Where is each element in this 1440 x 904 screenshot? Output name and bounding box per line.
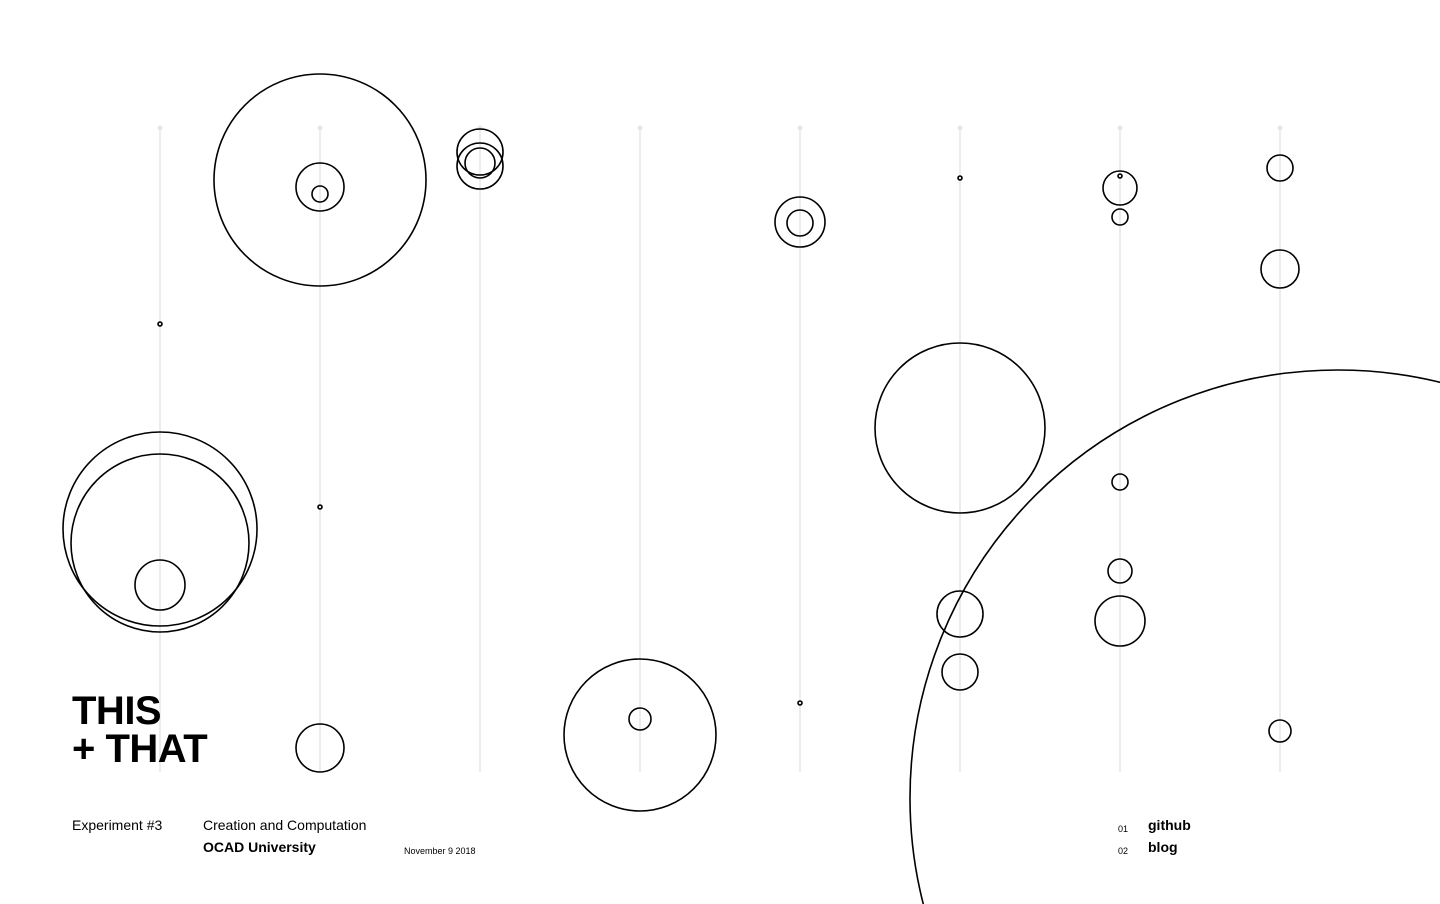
- outline-circle: [62, 431, 258, 627]
- outline-circle: [295, 162, 345, 212]
- github-link[interactable]: github: [1148, 817, 1191, 833]
- outline-circle: [295, 723, 345, 773]
- course-label: Creation and Computation: [203, 817, 367, 833]
- outline-circle: [941, 653, 979, 691]
- link-number-github: 01: [1118, 824, 1129, 834]
- title-line-2: + THAT: [72, 727, 208, 771]
- outline-circle: [957, 175, 963, 181]
- outline-circle: [456, 142, 504, 190]
- page-title: THIS + THAT: [72, 689, 208, 771]
- outline-circle: [1111, 208, 1129, 226]
- track-dot: [797, 125, 803, 131]
- date-label: November 9 2018: [404, 846, 476, 856]
- track-dot: [1277, 125, 1283, 131]
- outline-circle: [936, 590, 984, 638]
- track-dot: [1117, 125, 1123, 131]
- outline-circle: [909, 369, 1440, 904]
- outline-circle: [311, 185, 329, 203]
- title-line-1: THIS: [72, 689, 162, 733]
- school-label: OCAD University: [203, 839, 316, 855]
- experiment-label: Experiment #3: [72, 817, 163, 833]
- track-dot: [957, 125, 963, 131]
- link-number-blog: 02: [1118, 846, 1129, 856]
- blog-link[interactable]: blog: [1148, 839, 1178, 855]
- track-dot: [637, 125, 643, 131]
- outline-circle: [317, 504, 323, 510]
- outline-circle: [70, 453, 250, 633]
- outline-circle: [774, 196, 826, 248]
- outline-circle: [628, 707, 652, 731]
- outline-circle: [213, 73, 427, 287]
- outline-circle: [874, 342, 1046, 514]
- outline-circle: [134, 559, 186, 611]
- track-dot: [317, 125, 323, 131]
- outline-circle: [157, 321, 163, 327]
- outline-circle: [797, 700, 803, 706]
- outline-circle: [1268, 719, 1292, 743]
- outline-circle: [464, 147, 496, 179]
- outline-circle: [786, 209, 814, 237]
- outline-circle: [1107, 558, 1133, 584]
- outline-circle: [1102, 170, 1138, 206]
- outline-circle: [1117, 173, 1123, 179]
- outline-circle: [1094, 595, 1146, 647]
- outline-circle: [1260, 249, 1300, 289]
- outline-circle: [456, 128, 504, 176]
- outline-circle: [1266, 154, 1294, 182]
- outline-circle: [563, 658, 717, 812]
- track-dot: [157, 125, 163, 131]
- outline-circle: [1111, 473, 1129, 491]
